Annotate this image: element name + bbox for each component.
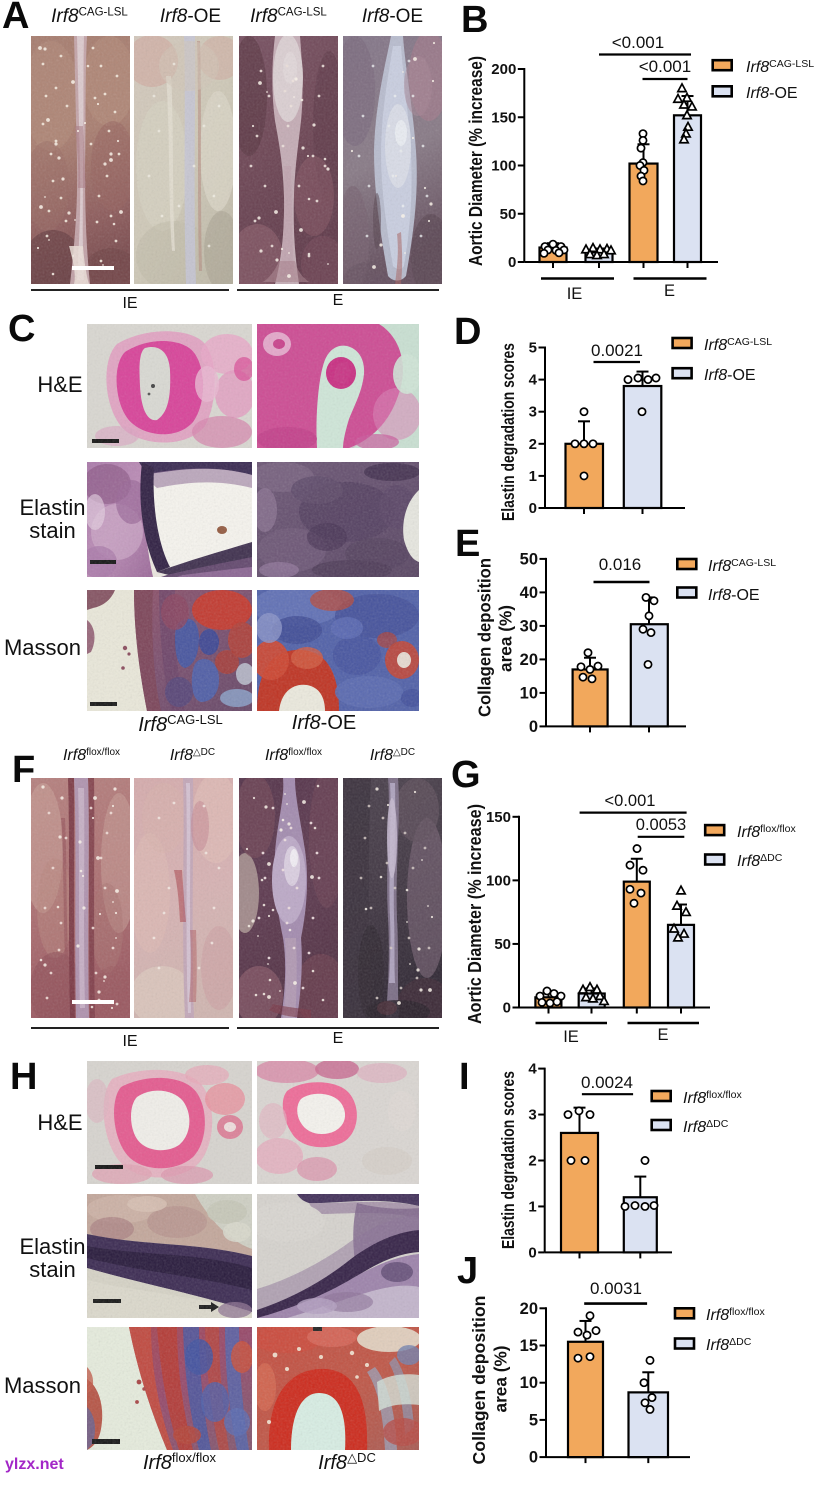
svg-text:0: 0 [529,1449,538,1467]
svg-text:4: 4 [528,1061,537,1078]
svg-text:<0.001: <0.001 [612,33,664,52]
svg-text:200: 200 [491,61,516,78]
svg-text:0.0024: 0.0024 [581,1073,633,1092]
svg-text:<0.001: <0.001 [639,57,691,76]
svg-text:0: 0 [528,1244,536,1261]
svg-text:2: 2 [528,1153,536,1170]
svg-text:3: 3 [528,1107,536,1124]
svg-text:area (%): area (%) [491,1346,511,1413]
svg-text:Irf8-OE: Irf8-OE [746,85,798,102]
svg-text:20: 20 [520,1300,538,1318]
svg-text:100: 100 [491,158,516,175]
svg-text:10: 10 [520,1374,538,1392]
svg-text:Aortic Diameter (% increase): Aortic Diameter (% increase) [466,56,486,266]
svg-text:Elastin degradation scores: Elastin degradation scores [498,1071,518,1249]
svg-text:40: 40 [520,584,538,602]
svg-text:30: 30 [520,617,538,635]
svg-text:100: 100 [486,872,511,889]
svg-text:Irf8flox/flox: Irf8flox/flox [706,1306,765,1324]
svg-text:150: 150 [491,109,516,126]
svg-text:0: 0 [529,718,538,736]
svg-text:1: 1 [528,1198,536,1215]
svg-text:Irf8flox/flox: Irf8flox/flox [737,823,796,841]
svg-text:1: 1 [529,468,537,485]
svg-text:Collagen deposition: Collagen deposition [475,558,495,717]
svg-text:0: 0 [529,500,537,517]
svg-text:10: 10 [520,684,538,702]
svg-text:Irf8-OE: Irf8-OE [708,587,760,604]
svg-text:5: 5 [529,1411,538,1429]
svg-text:Irf8flox/flox: Irf8flox/flox [683,1089,742,1107]
svg-text:15: 15 [520,1337,538,1355]
svg-text:Collagen deposition: Collagen deposition [469,1296,489,1465]
svg-text:5: 5 [529,340,537,357]
svg-text:0.0031: 0.0031 [590,1279,642,1298]
svg-text:IE: IE [563,1028,579,1046]
svg-text:<0.001: <0.001 [605,792,656,810]
svg-text:50: 50 [500,206,517,223]
svg-text:Irf8ΔDC: Irf8ΔDC [706,1336,752,1354]
svg-text:area (%): area (%) [496,605,516,672]
svg-text:Irf8ΔDC: Irf8ΔDC [737,852,783,870]
svg-text:Elastin degradation scores: Elastin degradation scores [498,343,518,521]
svg-text:Aortic Diameter (% increase): Aortic Diameter (% increase) [465,804,485,1024]
svg-text:Irf8CAG-LSL: Irf8CAG-LSL [708,557,776,575]
svg-text:0: 0 [503,1000,511,1017]
svg-text:IE: IE [567,285,583,303]
svg-text:20: 20 [520,651,538,669]
svg-text:0.0021: 0.0021 [591,341,643,360]
svg-text:Irf8CAG-LSL: Irf8CAG-LSL [704,336,772,354]
svg-text:50: 50 [494,936,511,953]
svg-text:150: 150 [486,809,511,826]
svg-text:4: 4 [529,372,538,389]
svg-text:0.016: 0.016 [599,555,642,574]
svg-text:E: E [657,1026,668,1044]
svg-text:0.0053: 0.0053 [636,816,686,834]
svg-text:Irf8-OE: Irf8-OE [704,367,756,384]
svg-text:3: 3 [529,404,537,421]
svg-text:2: 2 [529,436,537,453]
svg-text:50: 50 [520,550,538,568]
svg-text:E: E [664,282,675,300]
svg-text:0: 0 [508,254,516,271]
svg-text:Irf8ΔDC: Irf8ΔDC [683,1118,729,1136]
svg-text:Irf8CAG-LSL: Irf8CAG-LSL [746,58,814,76]
